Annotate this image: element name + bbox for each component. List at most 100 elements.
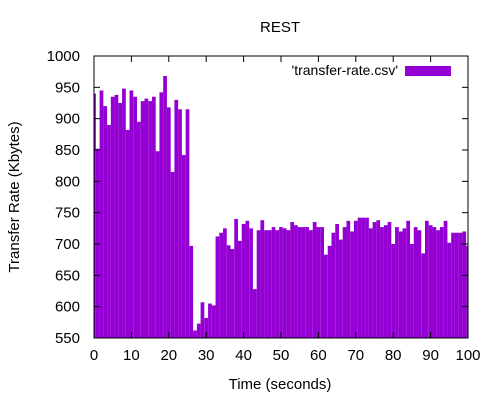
bar (350, 231, 354, 338)
bar (338, 239, 343, 338)
bar (226, 245, 231, 338)
bar (155, 151, 160, 338)
bar (353, 220, 358, 338)
bar (387, 222, 392, 338)
bar (241, 223, 246, 338)
bar (151, 96, 156, 338)
bar (342, 227, 347, 338)
x-tick-label: 80 (385, 347, 402, 364)
bar (383, 225, 388, 338)
bar (462, 231, 467, 338)
bar (361, 217, 366, 338)
bar (305, 227, 310, 338)
y-tick-label: 950 (55, 79, 80, 96)
bar (215, 236, 220, 338)
bar (125, 129, 130, 338)
x-tick-label: 40 (235, 347, 252, 364)
x-tick-label: 60 (310, 347, 327, 364)
y-tick-label: 1000 (47, 48, 80, 65)
bar (372, 222, 377, 338)
bar (365, 217, 369, 338)
bar (200, 302, 205, 338)
bar (148, 101, 152, 339)
y-tick-label: 700 (55, 236, 80, 253)
bar (245, 220, 250, 338)
legend-swatch (405, 66, 451, 76)
x-tick-label: 50 (273, 347, 290, 364)
bar (466, 245, 468, 338)
bar (178, 109, 182, 339)
bar (406, 220, 411, 338)
bar (223, 228, 227, 338)
bar (357, 217, 362, 338)
bar (424, 220, 429, 338)
bar (264, 230, 268, 338)
bar (219, 232, 224, 338)
bar (193, 330, 197, 338)
bar (286, 230, 291, 338)
bar (376, 220, 381, 338)
bar (159, 92, 164, 338)
bar (181, 155, 186, 338)
bar (230, 249, 235, 338)
y-axis-label: Transfer Rate (Kbytes) (6, 121, 23, 272)
bar-series (94, 76, 468, 339)
bar (166, 107, 171, 338)
bar (234, 218, 238, 338)
y-tick-label: 800 (55, 173, 80, 190)
chart-title: REST (260, 19, 300, 36)
bar (118, 103, 123, 338)
x-tick-label: 20 (160, 347, 177, 364)
bar (267, 230, 272, 338)
bar (189, 245, 194, 338)
bar (170, 171, 175, 338)
bar (282, 228, 287, 338)
legend: 'transfer-rate.csv' (292, 62, 451, 78)
bar (256, 230, 261, 338)
bar (327, 245, 332, 338)
bar (368, 228, 373, 338)
bar (436, 230, 440, 338)
bar (129, 90, 134, 338)
bar (413, 227, 418, 338)
bar (204, 317, 209, 338)
bar (137, 121, 141, 338)
bar (301, 227, 306, 338)
bar (439, 227, 444, 338)
bar (380, 227, 384, 338)
bar (279, 227, 283, 338)
bar (421, 253, 425, 338)
y-tick-label: 900 (55, 111, 80, 128)
bar (260, 220, 265, 338)
bar (196, 323, 201, 338)
bar (211, 305, 216, 338)
y-axis-ticks: 550 600 650 700 750 800 850 900 950 1000 (47, 48, 468, 347)
bar (346, 220, 351, 338)
bar (297, 227, 302, 338)
bar (107, 124, 111, 339)
bar (443, 220, 448, 338)
legend-label: 'transfer-rate.csv' (292, 62, 398, 78)
bar (410, 244, 414, 338)
bar (208, 303, 212, 338)
bar (99, 90, 104, 338)
x-tick-label: 30 (198, 347, 215, 364)
bar (185, 109, 190, 339)
bar (320, 227, 325, 338)
bar (94, 93, 96, 338)
bar (95, 148, 100, 338)
y-tick-label: 600 (55, 299, 80, 316)
x-tick-label: 100 (455, 347, 480, 364)
bar (237, 240, 242, 338)
bar (110, 96, 115, 338)
bar (309, 230, 313, 338)
bar (391, 244, 396, 338)
x-axis-label: Time (seconds) (229, 376, 332, 393)
x-tick-label: 70 (347, 347, 364, 364)
bar (122, 88, 126, 338)
y-tick-label: 650 (55, 267, 80, 284)
bar (331, 232, 336, 338)
bar (163, 76, 167, 339)
bar (402, 228, 407, 338)
bar (398, 231, 403, 338)
